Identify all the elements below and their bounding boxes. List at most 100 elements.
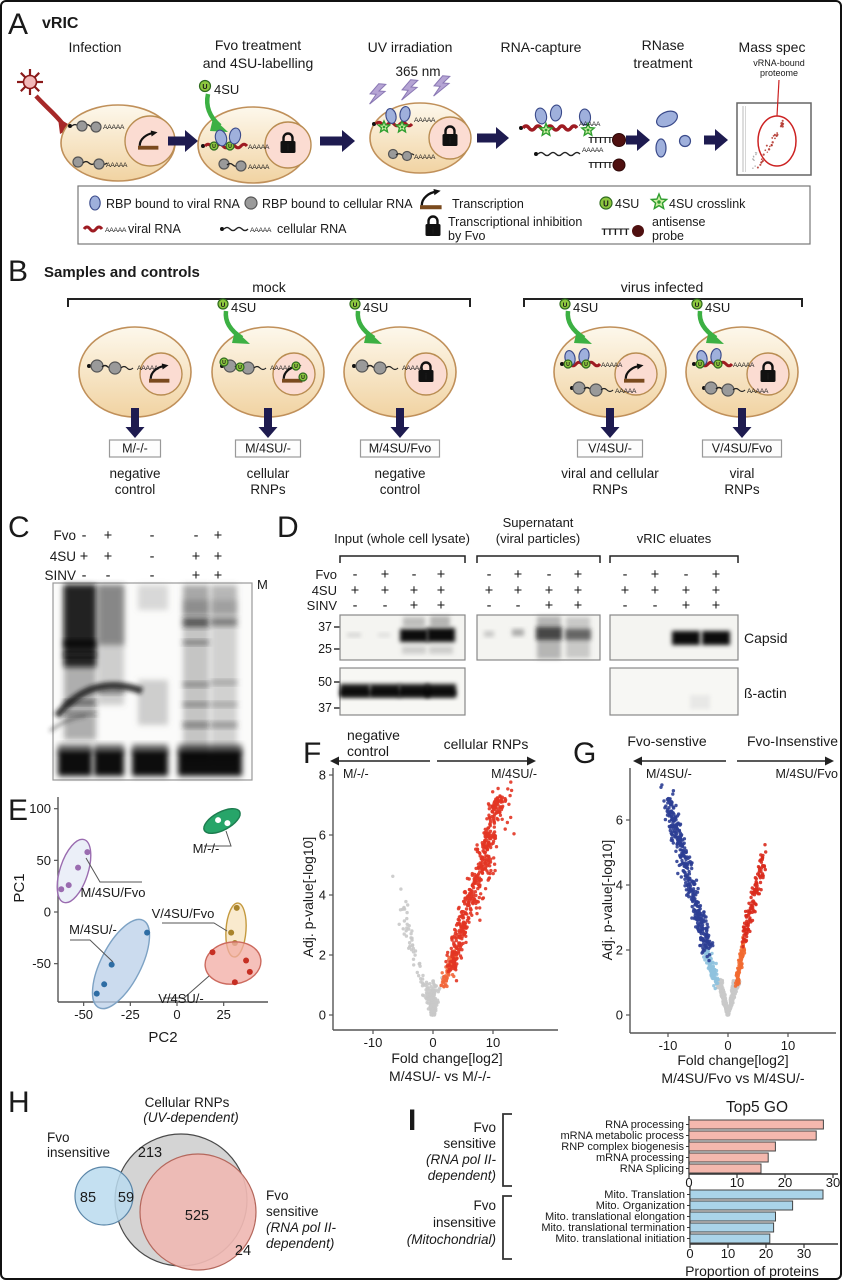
pca-ytick: 0 <box>44 905 51 920</box>
volcano-point <box>693 902 698 906</box>
4su-icon: U <box>599 196 613 210</box>
rbp-cellular-icon <box>108 361 122 375</box>
ms-dot <box>771 141 774 144</box>
gel-condition-value: + <box>214 528 222 544</box>
circle-shape <box>219 357 229 367</box>
blot-condition-value: + <box>437 567 445 583</box>
xtick: -10 <box>659 1038 678 1053</box>
volcano-point <box>721 989 726 993</box>
4su-icon: U <box>298 372 308 382</box>
volcano-point <box>677 863 681 868</box>
volcano-point <box>498 810 502 815</box>
volcano-point <box>475 847 479 851</box>
pca-point <box>233 904 240 911</box>
volcano-point <box>703 958 707 962</box>
gel-lane-band <box>64 700 96 705</box>
polya-aaaaa: AAAAA <box>270 365 292 372</box>
volcano-point <box>452 934 456 938</box>
step-arrow-icon <box>477 127 509 149</box>
blot-condition-value: - <box>487 567 492 583</box>
volcano-point <box>674 803 678 808</box>
sample-desc-2: RNPs <box>250 482 286 497</box>
volcano-point <box>477 895 481 900</box>
volcano-point <box>760 855 765 860</box>
g-arrow-right-head <box>825 756 834 766</box>
polya-aaaaa: AAAAA <box>414 154 436 161</box>
4su-u-glyph: U <box>212 144 216 150</box>
go-g2-label-2: insensitive <box>433 1215 496 1230</box>
ms-dot-grey <box>752 167 754 169</box>
polygon-shape <box>150 130 158 137</box>
volcano-point <box>457 930 462 934</box>
gel-lane-band <box>183 618 209 627</box>
bar-xtick: 30 <box>826 1175 840 1190</box>
go-g1-label-3: (RNA pol II- <box>426 1152 497 1167</box>
gel-bottom-band <box>132 750 168 776</box>
volcano-point <box>469 908 473 912</box>
rbp-viral-icon <box>89 195 101 211</box>
lock-i-glyph: i <box>767 372 770 382</box>
go-bracket-1 <box>502 1113 512 1187</box>
volcano-point <box>682 841 686 845</box>
sample-desc-1: viral and cellular <box>561 466 659 481</box>
mock-label: mock <box>252 279 286 295</box>
blot-bracket-1 <box>339 555 466 563</box>
volcano-point <box>503 799 507 803</box>
volcano-point <box>687 872 692 876</box>
volcano-point <box>721 992 726 997</box>
volcano-point <box>483 840 487 844</box>
volcano-point <box>663 806 667 810</box>
down-arrow-icon <box>258 408 278 438</box>
transcription-icon <box>149 363 170 383</box>
volcano-point <box>479 864 484 868</box>
4su-icon: U <box>691 298 703 310</box>
rna-squiggle <box>82 225 104 233</box>
sample-code: M/4SU/- <box>245 442 291 456</box>
circle-shape <box>349 298 361 310</box>
blot-condition-value: + <box>574 598 582 614</box>
volcano-point <box>489 868 493 873</box>
volcano-point <box>456 943 461 948</box>
circle-shape <box>352 364 356 368</box>
venn-count-24: 24 <box>235 1243 251 1259</box>
volcano-point <box>429 1012 433 1017</box>
blot-condition-value: + <box>712 567 720 583</box>
volcano-point <box>760 863 765 868</box>
volcano-point <box>708 963 713 967</box>
blot-label-actin: ß-actin <box>744 685 787 701</box>
volcano-point <box>673 834 677 839</box>
lock-icon: i <box>418 361 434 382</box>
volcano-point <box>445 953 449 957</box>
ytick: 4 <box>616 878 623 893</box>
volcano-point <box>677 829 681 833</box>
vrna-bound-label-2: proteome <box>760 68 798 78</box>
volcano-point <box>705 940 709 944</box>
volcano-point <box>705 949 710 953</box>
blot-condition-value: + <box>712 583 720 599</box>
probe-bead-icon <box>612 158 626 172</box>
volcano-point <box>429 996 433 1000</box>
volcano-point <box>493 834 498 838</box>
lock-i-glyph: i <box>449 136 452 146</box>
pca-cluster-label: M/4SU/- <box>69 922 117 937</box>
rbp-viral-icon <box>549 104 563 122</box>
volcano-point <box>691 895 695 899</box>
volcano-point <box>702 948 707 952</box>
volcano-point <box>707 942 712 946</box>
volcano-point <box>452 974 456 979</box>
polya-aaaaa: AAAAA <box>248 144 270 151</box>
volcano-point <box>744 934 749 939</box>
volcano-point <box>463 889 467 894</box>
4su-u-glyph: U <box>716 362 720 368</box>
volcano-point <box>488 820 493 824</box>
ms-dot <box>768 145 771 148</box>
go-bar <box>689 1233 771 1244</box>
pca-xtick: 0 <box>173 1007 180 1022</box>
polya-aaaaa: AAAAA <box>250 227 272 234</box>
volcano-point <box>501 804 505 808</box>
volcano-point <box>486 826 491 830</box>
f-header-right: cellular RNPs <box>444 736 529 752</box>
bar-xtick: 20 <box>759 1246 773 1261</box>
transcription-icon <box>420 189 442 210</box>
